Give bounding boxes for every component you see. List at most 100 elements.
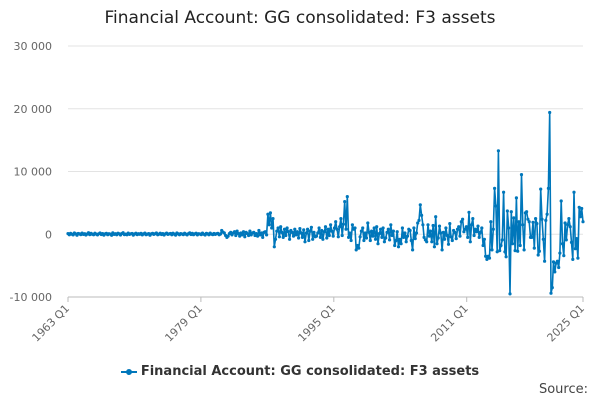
data-point[interactable]	[358, 235, 362, 239]
data-point[interactable]	[416, 221, 420, 225]
data-point[interactable]	[430, 240, 434, 244]
data-point[interactable]	[421, 223, 425, 227]
data-point[interactable]	[304, 231, 308, 235]
data-point[interactable]	[472, 233, 476, 238]
data-point[interactable]	[290, 230, 294, 234]
data-point[interactable]	[325, 236, 329, 240]
data-point[interactable]	[302, 228, 306, 232]
data-point[interactable]	[490, 248, 494, 252]
data-point[interactable]	[507, 226, 511, 230]
data-point[interactable]	[411, 248, 415, 252]
data-point[interactable]	[455, 227, 460, 231]
data-point[interactable]	[487, 256, 492, 260]
data-point[interactable]	[272, 245, 276, 249]
data-point[interactable]	[303, 240, 307, 244]
data-point[interactable]	[394, 238, 398, 243]
data-point[interactable]	[459, 220, 463, 224]
data-point[interactable]	[525, 210, 529, 214]
data-point[interactable]	[408, 228, 412, 233]
data-point[interactable]	[372, 226, 376, 230]
data-point[interactable]	[545, 212, 549, 216]
data-point[interactable]	[539, 187, 543, 191]
data-point[interactable]	[414, 231, 419, 235]
data-point[interactable]	[267, 223, 271, 227]
data-point[interactable]	[510, 242, 515, 246]
data-point[interactable]	[543, 259, 547, 263]
data-point[interactable]	[578, 215, 583, 219]
data-point[interactable]	[306, 227, 310, 231]
data-point[interactable]	[457, 225, 461, 229]
data-point[interactable]	[299, 231, 303, 235]
data-point[interactable]	[309, 225, 313, 229]
data-point[interactable]	[428, 229, 433, 233]
data-point[interactable]	[420, 213, 424, 217]
data-point[interactable]	[466, 235, 470, 239]
data-point[interactable]	[569, 240, 574, 244]
data-point[interactable]	[284, 233, 288, 238]
data-point[interactable]	[312, 230, 316, 234]
data-point[interactable]	[526, 217, 530, 221]
data-point[interactable]	[398, 237, 402, 241]
data-point[interactable]	[555, 259, 560, 263]
data-point[interactable]	[254, 232, 258, 236]
data-point[interactable]	[494, 204, 498, 208]
data-point[interactable]	[390, 233, 394, 238]
data-point[interactable]	[235, 229, 239, 233]
data-point[interactable]	[422, 235, 426, 239]
data-point[interactable]	[400, 226, 404, 230]
data-point[interactable]	[435, 242, 439, 246]
data-point[interactable]	[382, 240, 386, 244]
data-point[interactable]	[558, 251, 562, 255]
data-point[interactable]	[412, 226, 416, 230]
data-point[interactable]	[311, 237, 315, 241]
data-point[interactable]	[540, 217, 544, 221]
data-point[interactable]	[229, 230, 233, 234]
data-point[interactable]	[530, 235, 534, 239]
data-point[interactable]	[363, 231, 367, 235]
data-point[interactable]	[431, 223, 435, 228]
data-point[interactable]	[403, 231, 407, 235]
data-point[interactable]	[568, 225, 572, 229]
data-point[interactable]	[461, 217, 465, 221]
data-point[interactable]	[291, 234, 296, 238]
data-point[interactable]	[282, 227, 287, 231]
data-point[interactable]	[323, 225, 328, 229]
data-point[interactable]	[334, 220, 338, 224]
data-point[interactable]	[500, 238, 504, 242]
data-point[interactable]	[537, 249, 542, 253]
data-point[interactable]	[386, 227, 390, 231]
data-point[interactable]	[439, 231, 443, 235]
data-point[interactable]	[240, 233, 244, 237]
data-point[interactable]	[226, 234, 230, 238]
data-point[interactable]	[293, 227, 297, 231]
data-point[interactable]	[426, 223, 430, 227]
data-point[interactable]	[409, 238, 413, 243]
data-point[interactable]	[536, 253, 540, 257]
data-point[interactable]	[444, 226, 448, 230]
data-point[interactable]	[553, 270, 557, 274]
data-point[interactable]	[517, 220, 521, 224]
data-point[interactable]	[445, 233, 449, 238]
data-point[interactable]	[560, 242, 565, 246]
data-point[interactable]	[453, 230, 457, 234]
data-point[interactable]	[297, 236, 301, 240]
data-point[interactable]	[393, 243, 397, 248]
data-point[interactable]	[495, 250, 499, 254]
data-point[interactable]	[436, 236, 440, 240]
data-point[interactable]	[469, 223, 474, 227]
data-point[interactable]	[236, 232, 240, 236]
data-point[interactable]	[531, 220, 535, 224]
data-point[interactable]	[389, 223, 393, 227]
data-point[interactable]	[316, 231, 320, 235]
data-point[interactable]	[381, 226, 385, 230]
data-point[interactable]	[471, 217, 475, 221]
data-point[interactable]	[450, 238, 454, 243]
data-point[interactable]	[329, 223, 333, 227]
data-point[interactable]	[234, 233, 238, 238]
data-point[interactable]	[288, 237, 292, 241]
data-point[interactable]	[259, 231, 263, 235]
data-point[interactable]	[349, 238, 353, 243]
data-point[interactable]	[505, 209, 509, 213]
data-point[interactable]	[362, 238, 366, 243]
data-point[interactable]	[482, 237, 486, 241]
